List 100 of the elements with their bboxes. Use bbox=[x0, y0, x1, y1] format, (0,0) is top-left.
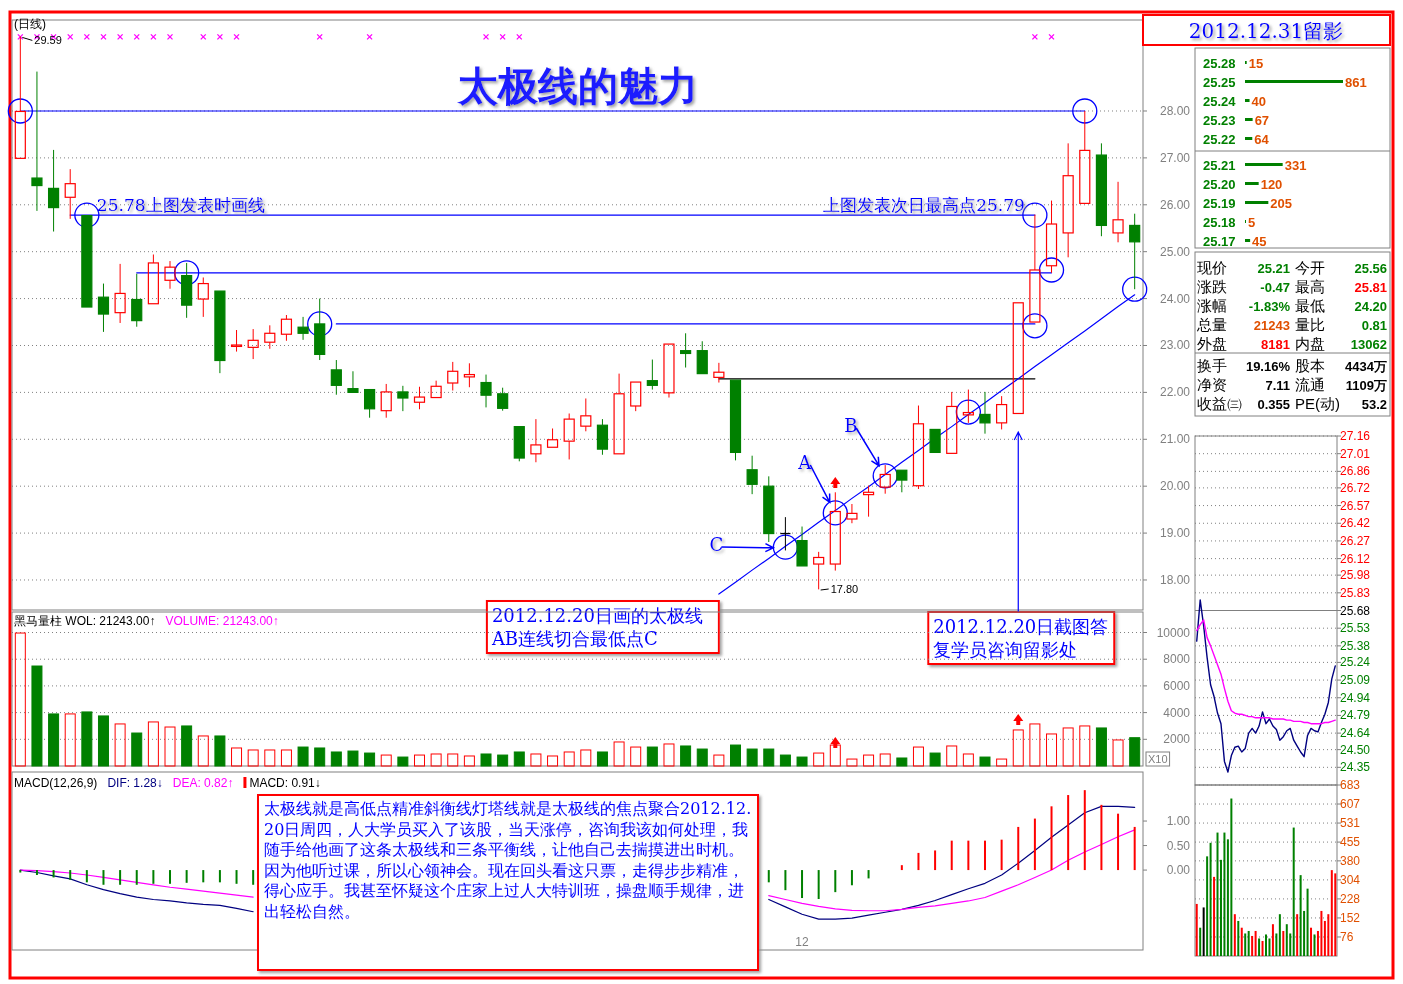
text: DEA: 0.82↑ bbox=[172, 776, 234, 790]
data-label: 45 bbox=[1252, 234, 1267, 249]
text: 最高 bbox=[1295, 278, 1325, 295]
y-tick-label: 6000 bbox=[1163, 678, 1191, 693]
annotation: 2012.12.20日截图答复学员咨询留影处 bbox=[933, 616, 1109, 660]
text: 涨幅 bbox=[1197, 297, 1227, 314]
text: 内盘 bbox=[1295, 335, 1325, 352]
y-tick-label: 18.00 bbox=[1159, 572, 1191, 587]
text: 今开 bbox=[1295, 259, 1325, 276]
y-tick-label: 228 bbox=[1340, 891, 1361, 906]
y-tick-label: 380 bbox=[1340, 853, 1361, 868]
text: 收益㈢ bbox=[1197, 395, 1242, 412]
y-tick-label: 26.72 bbox=[1340, 480, 1371, 495]
chart-title: 黑马量柱 WOL: 21243.00↑ bbox=[14, 614, 156, 628]
y-tick-label: 25.09 bbox=[1340, 673, 1371, 688]
y-tick-label: 24.94 bbox=[1340, 690, 1371, 705]
annotation: C bbox=[709, 534, 724, 555]
y-tick-label: 26.42 bbox=[1340, 516, 1371, 531]
annotation: 12 bbox=[795, 935, 810, 949]
text: 净资 bbox=[1197, 376, 1227, 393]
text: 8181 bbox=[1261, 337, 1290, 352]
y-tick-label: 683 bbox=[1340, 778, 1361, 792]
y-tick-label: 25.23 bbox=[1203, 113, 1236, 128]
y-tick-label: 1.00 bbox=[1166, 814, 1191, 829]
text: 4434万 bbox=[1345, 359, 1387, 374]
y-tick-label: 24.79 bbox=[1340, 708, 1371, 723]
annotation: B bbox=[844, 415, 858, 436]
text: 1109万 bbox=[1345, 378, 1387, 393]
data-label: 205 bbox=[1270, 196, 1293, 211]
data-label: 67 bbox=[1254, 113, 1270, 128]
text: PE(动) bbox=[1295, 395, 1340, 412]
text: 19.16% bbox=[1245, 359, 1291, 374]
y-tick-label: 24.64 bbox=[1340, 726, 1371, 741]
y-tick-label: 24.00 bbox=[1159, 291, 1191, 306]
y-tick-label: 76 bbox=[1340, 929, 1354, 944]
data-label: 120 bbox=[1260, 177, 1283, 192]
annotation: 29.59 bbox=[34, 34, 62, 47]
y-tick-label: 25.21 bbox=[1203, 158, 1236, 173]
y-tick-label: 26.57 bbox=[1340, 498, 1371, 513]
y-tick-label: 21.00 bbox=[1159, 432, 1191, 447]
text: 流通 bbox=[1295, 376, 1325, 393]
legend-label: MACD: 0.91↓ bbox=[249, 776, 321, 790]
data-label: 64 bbox=[1254, 132, 1270, 147]
y-tick-label: 0.50 bbox=[1166, 838, 1191, 853]
text: 涨跌 bbox=[1197, 278, 1227, 295]
y-tick-label: 26.00 bbox=[1159, 197, 1191, 212]
annotation: 17.80 bbox=[830, 583, 859, 595]
y-tick-label: 25.83 bbox=[1340, 585, 1371, 600]
y-tick-label: 4000 bbox=[1163, 705, 1191, 720]
text: 外盘 bbox=[1197, 335, 1227, 352]
text: 25.81 bbox=[1354, 280, 1387, 295]
chart-title: 2012.12.31留影 bbox=[1188, 19, 1344, 43]
y-tick-label: 25.24 bbox=[1203, 94, 1237, 109]
y-tick-label: 25.24 bbox=[1340, 655, 1371, 670]
y-tick-label: 19.00 bbox=[1159, 526, 1191, 541]
data-label: 331 bbox=[1284, 158, 1307, 173]
y-tick-label: 531 bbox=[1340, 816, 1361, 831]
annotation: 25.78上图发表时画线 bbox=[96, 195, 265, 216]
data-label: 861 bbox=[1345, 75, 1367, 90]
chart-subtitle: (日线) bbox=[14, 17, 46, 31]
y-tick-label: 25.68 bbox=[1340, 603, 1371, 618]
data-label: 15 bbox=[1248, 56, 1264, 71]
y-tick-label: 8000 bbox=[1163, 652, 1191, 667]
y-tick-label: 152 bbox=[1340, 910, 1361, 925]
y-tick-label: 22.00 bbox=[1159, 385, 1191, 400]
data-label: 40 bbox=[1251, 94, 1267, 109]
y-tick-label: 26.12 bbox=[1340, 551, 1371, 566]
y-tick-label: 25.00 bbox=[1159, 244, 1191, 259]
text: 25.21 bbox=[1257, 261, 1290, 276]
y-tick-label: 2000 bbox=[1163, 732, 1191, 747]
text: 量比 bbox=[1295, 316, 1325, 333]
text: -1.83% bbox=[1248, 299, 1291, 314]
annotation: 2012.12.20日画的太极线AB连线切合最低点C bbox=[490, 605, 703, 649]
y-tick-label: 25.28 bbox=[1203, 56, 1236, 71]
text: 25.56 bbox=[1354, 261, 1387, 276]
y-tick-label: 25.20 bbox=[1203, 177, 1236, 192]
text: 0.81 bbox=[1361, 318, 1387, 333]
chart-title: MACD(12,26,9) bbox=[14, 776, 98, 790]
y-tick-label: 25.38 bbox=[1340, 638, 1371, 653]
y-tick-label: 0.00 bbox=[1166, 863, 1191, 878]
y-tick-label: 25.53 bbox=[1340, 621, 1371, 636]
text: 13062 bbox=[1350, 337, 1387, 352]
y-tick-label: 24.50 bbox=[1340, 742, 1371, 757]
y-tick-label: 10000 bbox=[1156, 625, 1191, 640]
annotation: 上图发表次日最高点25.79 bbox=[823, 194, 1025, 215]
y-tick-label: 27.16 bbox=[1340, 429, 1371, 443]
y-tick-label: 23.00 bbox=[1159, 338, 1191, 353]
y-tick-label: 25.18 bbox=[1203, 215, 1236, 230]
y-tick-label: 25.25 bbox=[1203, 75, 1236, 90]
y-tick-label: 455 bbox=[1340, 835, 1361, 850]
y-tick-label: 27.01 bbox=[1340, 446, 1371, 461]
chart-subtitle: VOLUME: 21243.00↑ bbox=[165, 614, 279, 628]
y-tick-label: 607 bbox=[1340, 797, 1361, 812]
text: 现价 bbox=[1197, 259, 1227, 276]
text: 换手 bbox=[1197, 357, 1227, 374]
text: 股本 bbox=[1295, 357, 1325, 374]
data-label: 5 bbox=[1248, 215, 1256, 230]
text: 21243 bbox=[1253, 318, 1290, 333]
y-tick-label: 26.86 bbox=[1340, 464, 1371, 479]
text: 总量 bbox=[1196, 316, 1227, 333]
